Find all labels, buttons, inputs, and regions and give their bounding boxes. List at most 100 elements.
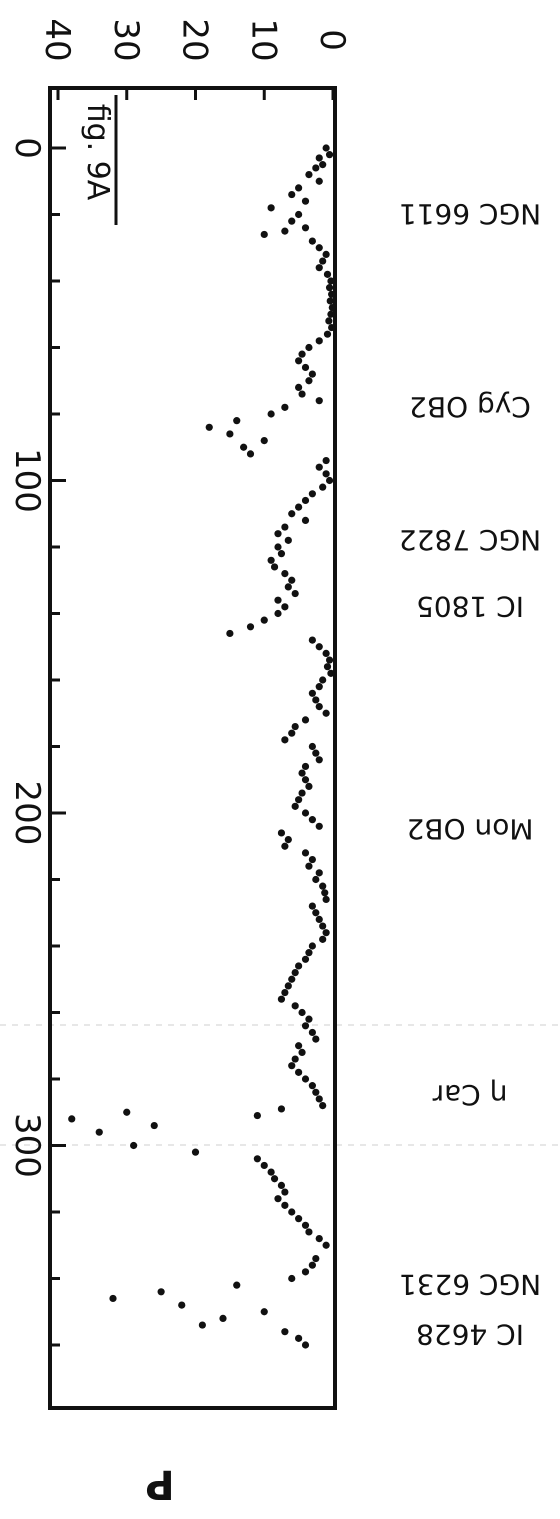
data-point — [308, 370, 316, 378]
data-point — [325, 656, 334, 664]
data-point — [322, 709, 330, 717]
data-point — [295, 503, 303, 511]
data-point — [281, 736, 289, 744]
data-point — [281, 1201, 289, 1209]
data-point — [298, 350, 306, 358]
data-point — [260, 1308, 268, 1316]
data-point — [322, 649, 330, 658]
data-point — [323, 663, 332, 671]
data-point — [327, 669, 335, 677]
data-point — [308, 237, 316, 245]
data-point — [325, 476, 334, 485]
data-point — [281, 988, 289, 997]
data-point — [315, 177, 323, 185]
region-label: IC 4628 — [416, 1318, 524, 1351]
data-point — [305, 1015, 313, 1023]
data-point — [328, 323, 336, 332]
data-point — [312, 696, 320, 704]
data-point — [295, 796, 303, 804]
y-axis-label: P — [145, 1461, 174, 1507]
data-point — [315, 822, 323, 830]
region-labels: NGC 6611 Cyg OB2 NGC 7822 IC 1805 Mon OB2 η C… — [399, 198, 541, 1352]
data-point — [68, 1115, 76, 1123]
data-point — [295, 1215, 303, 1223]
data-point — [327, 277, 335, 285]
data-point — [308, 1028, 316, 1037]
data-point — [267, 1168, 275, 1176]
data-point — [288, 576, 296, 584]
data-point — [315, 397, 323, 405]
data-point — [322, 895, 330, 904]
data-point — [301, 224, 310, 232]
data-point — [315, 337, 323, 345]
data-point — [322, 1241, 330, 1249]
y-tick-label: 20 — [175, 18, 215, 61]
data-point — [322, 456, 330, 465]
data-point — [308, 689, 316, 697]
data-point — [284, 536, 292, 544]
data-point — [288, 510, 296, 518]
data-point — [301, 955, 310, 963]
data-point — [288, 1062, 296, 1070]
data-point — [281, 570, 289, 578]
y-tick-label: 0 — [312, 29, 352, 51]
data-point — [301, 1341, 310, 1349]
data-points — [68, 144, 336, 1349]
data-point — [284, 836, 292, 844]
data-point — [312, 1254, 320, 1263]
data-point — [322, 929, 330, 937]
data-point — [253, 1111, 261, 1120]
figure-label: fig. 9A — [80, 104, 115, 201]
data-point — [130, 1141, 138, 1150]
data-point — [233, 417, 241, 425]
data-point — [319, 935, 327, 943]
data-point — [277, 550, 286, 558]
data-point — [109, 1294, 117, 1303]
data-point — [325, 151, 334, 159]
data-point — [305, 171, 313, 179]
data-point — [322, 144, 330, 152]
data-point — [325, 317, 333, 325]
data-point — [312, 164, 320, 172]
data-point — [315, 264, 323, 272]
data-point — [295, 357, 303, 365]
data-point — [295, 1068, 303, 1076]
data-point — [319, 257, 327, 265]
data-point — [319, 922, 327, 930]
data-point — [274, 543, 282, 551]
data-point — [246, 623, 255, 631]
data-point — [291, 589, 299, 598]
data-point — [319, 161, 327, 169]
data-point — [315, 1095, 323, 1103]
region-label: NGC 7822 — [399, 523, 541, 556]
data-point — [205, 423, 213, 431]
data-point — [226, 629, 234, 638]
data-point — [298, 769, 306, 777]
data-point — [295, 962, 303, 970]
data-point — [274, 596, 282, 604]
data-point — [123, 1108, 131, 1116]
data-point — [301, 496, 310, 505]
data-point — [288, 1274, 296, 1283]
data-point — [291, 802, 299, 810]
data-point — [301, 809, 310, 817]
data-point — [301, 197, 310, 205]
data-point — [246, 450, 255, 458]
data-point — [298, 390, 306, 398]
data-point — [308, 636, 316, 644]
data-point — [298, 789, 306, 797]
data-point — [315, 869, 323, 877]
y-axis-ticks: 0 10 20 30 40 — [37, 18, 352, 100]
data-point — [327, 310, 335, 318]
x-axis-ticks: 0 100 200 300 — [7, 137, 66, 1347]
data-point — [308, 942, 316, 950]
data-point — [233, 1281, 241, 1289]
data-point — [260, 230, 268, 239]
x-tick-label: 300 — [7, 1113, 47, 1178]
data-point — [295, 184, 303, 192]
data-point — [191, 1148, 200, 1156]
data-point — [301, 849, 310, 857]
x-tick-label: 100 — [7, 448, 47, 513]
data-point — [305, 1228, 313, 1236]
data-point — [315, 683, 323, 691]
